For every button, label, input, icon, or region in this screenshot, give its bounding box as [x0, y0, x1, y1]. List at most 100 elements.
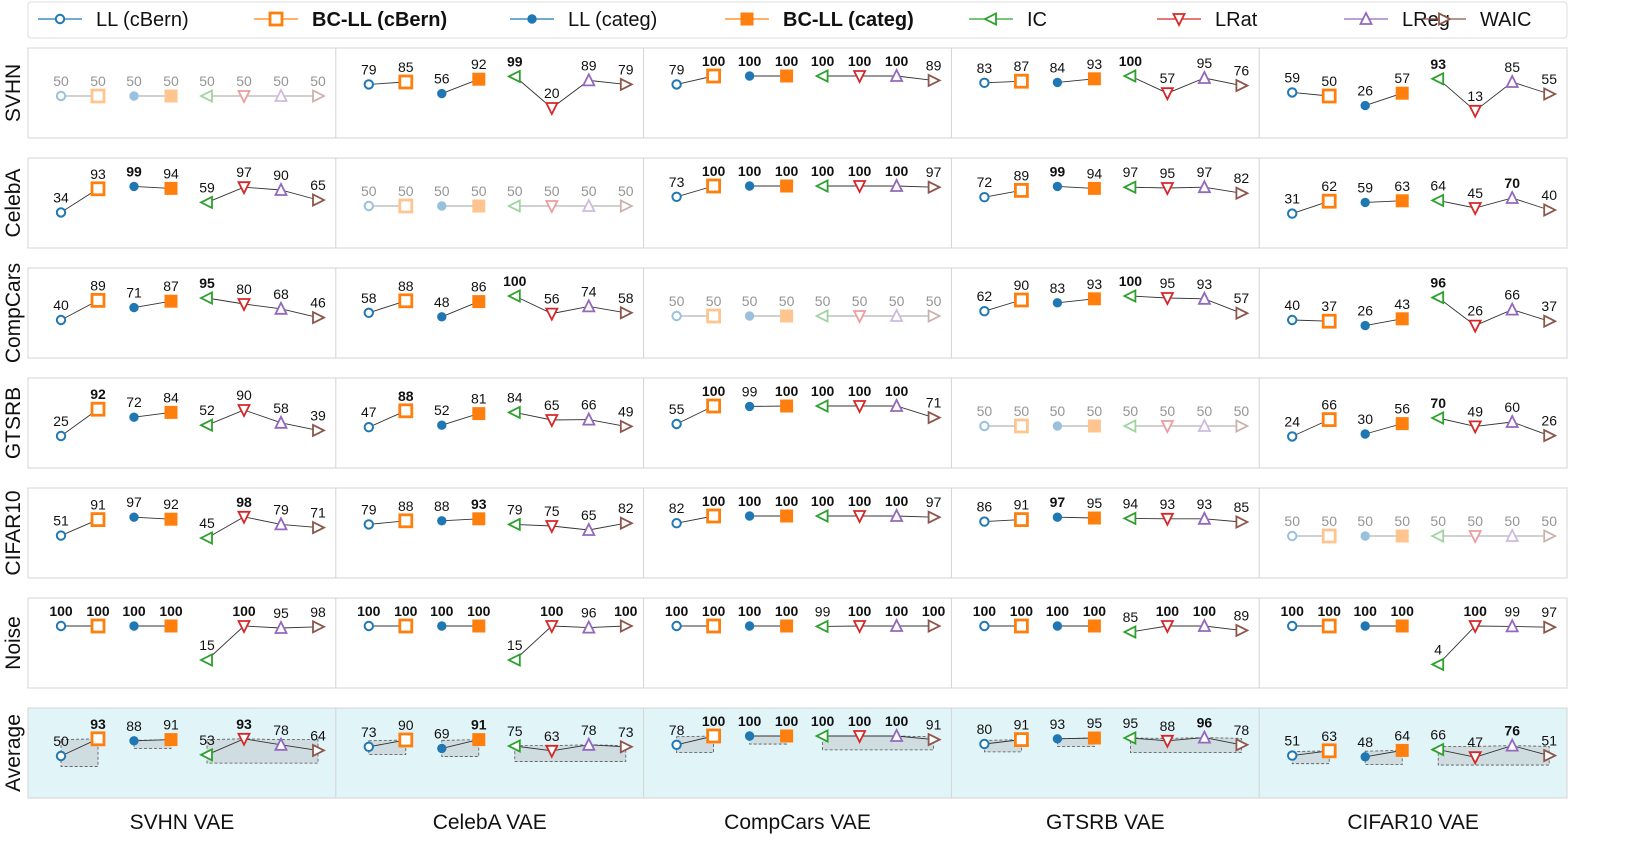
legend-marker-ll-categ — [527, 14, 537, 24]
point-lrat — [852, 400, 867, 415]
data-label: 78 — [273, 722, 289, 738]
data-label: 100 — [885, 493, 909, 509]
data-label: 50 — [779, 293, 795, 309]
point-bcll-categ — [472, 733, 486, 747]
data-label: 100 — [775, 713, 799, 729]
point-waic — [619, 77, 634, 92]
point-ll-cbern — [363, 620, 374, 632]
data-label: 88 — [434, 498, 450, 514]
data-label: 56 — [434, 71, 450, 87]
point-lrat — [852, 310, 867, 325]
point-ic — [1430, 71, 1445, 86]
point-lrat — [1160, 292, 1175, 307]
data-label: 98 — [236, 494, 252, 510]
data-label: 50 — [1321, 513, 1337, 529]
data-label: 87 — [1014, 58, 1030, 74]
point-bcll-categ — [1395, 743, 1409, 757]
point-bcll-categ — [1087, 511, 1101, 525]
legend-item-bcll-cbern: BC-LL (cBern) — [254, 9, 447, 31]
point-lrat — [237, 510, 251, 525]
point-ll-cbern — [979, 738, 990, 750]
point-ll-categ — [1052, 734, 1063, 744]
data-label: 100 — [394, 603, 418, 619]
point-lrat — [852, 730, 867, 745]
panel-compcars-cifar10-vae: 40 37 26 43 96 26 66 37 — [1284, 275, 1558, 334]
data-label: 85 — [1504, 59, 1520, 75]
point-lreg — [889, 307, 904, 322]
legend-label: BC-LL (categ) — [783, 9, 914, 31]
data-label: 100 — [1156, 603, 1180, 619]
data-label: 50 — [90, 73, 106, 89]
point-ll-cbern — [671, 620, 682, 632]
data-label: 50 — [53, 73, 69, 89]
point-lreg — [274, 414, 288, 429]
point-bcll-cbern — [1321, 618, 1337, 634]
point-bcll-cbern — [398, 403, 414, 419]
point-bcll-cbern — [706, 178, 721, 194]
data-label: 82 — [618, 500, 634, 516]
point-lreg — [1505, 301, 1520, 316]
point-bcll-cbern — [1321, 743, 1337, 759]
point-bcll-categ — [1395, 619, 1409, 633]
data-label: 80 — [977, 721, 993, 737]
data-label: 90 — [236, 387, 252, 403]
data-label: 92 — [471, 56, 487, 72]
spread-band — [206, 738, 319, 764]
data-label: 59 — [1284, 69, 1300, 85]
data-label: 50 — [126, 73, 142, 89]
point-ic — [1430, 657, 1445, 672]
panel-svhn-celeba-vae: 79 85 56 92 99 20 89 79 — [361, 53, 634, 117]
point-lrat — [544, 307, 559, 322]
point-lrat — [852, 70, 867, 85]
data-label: 52 — [199, 402, 215, 418]
point-bcll-cbern — [1014, 732, 1029, 747]
point-ic — [506, 289, 521, 303]
point-bcll-categ — [780, 509, 794, 523]
data-label: 93 — [1197, 496, 1213, 512]
data-label: 98 — [310, 604, 326, 620]
data-label: 50 — [1357, 513, 1373, 529]
data-label: 100 — [811, 163, 835, 179]
data-label: 75 — [507, 723, 523, 739]
data-label: 100 — [775, 383, 799, 399]
panel-cifar10-compcars-vae: 82 100 100 100 100 100 100 97 — [669, 493, 942, 529]
data-label: 91 — [90, 497, 106, 513]
spread-band — [133, 739, 172, 750]
point-lreg — [581, 72, 596, 87]
series-connector — [822, 75, 934, 81]
point-ll-categ — [437, 201, 447, 211]
series-connector — [1130, 625, 1242, 633]
point-waic — [927, 732, 942, 747]
data-label: 66 — [581, 397, 597, 413]
row-noise: 100 100 100 100 15 100 95 98 100 100 100 100 15 100 96… — [27, 597, 1568, 689]
data-label: 83 — [977, 60, 993, 76]
point-ic — [506, 199, 521, 213]
data-label: 59 — [199, 179, 215, 195]
point-bcll-categ — [164, 733, 178, 747]
point-ll-categ — [1360, 197, 1370, 208]
row-frame — [27, 47, 1568, 139]
legend-marker-ll-cbern — [54, 13, 66, 25]
data-label: 97 — [926, 164, 942, 180]
data-label: 84 — [163, 389, 179, 405]
legend-item-bcll-categ: BC-LL (categ) — [725, 9, 914, 31]
point-ic — [1122, 419, 1137, 433]
data-label: 50 — [1050, 403, 1066, 419]
data-label: 100 — [1119, 273, 1143, 289]
data-label: 50 — [889, 293, 905, 309]
data-label: 65 — [581, 507, 597, 523]
data-label: 95 — [273, 605, 289, 621]
data-label: 79 — [361, 501, 377, 517]
row-frame — [27, 597, 1568, 689]
point-lrat — [1468, 530, 1483, 545]
point-lrat — [237, 298, 251, 313]
point-ic — [198, 195, 213, 210]
point-bcll-categ — [780, 399, 794, 413]
point-bcll-cbern — [1014, 182, 1029, 198]
point-ll-categ — [1360, 621, 1370, 631]
point-bcll-categ — [1395, 86, 1409, 100]
data-label: 93 — [1050, 716, 1066, 732]
data-label: 24 — [1284, 413, 1300, 429]
data-label: 4 — [1434, 641, 1442, 657]
point-bcll-cbern — [398, 74, 414, 90]
